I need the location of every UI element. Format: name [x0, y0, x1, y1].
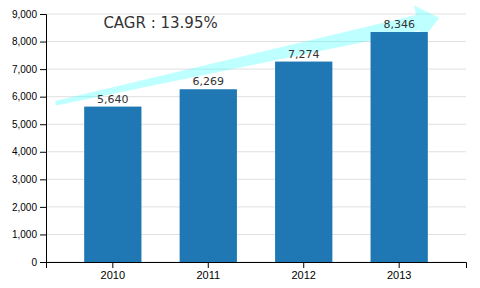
y-tick-label: 5,000 — [12, 119, 37, 130]
y-tick-label: 7,000 — [12, 64, 37, 75]
y-axis: 0 1,000 2,000 3,000 4,000 5,000 6,000 7,000 8,00… — [12, 9, 47, 268]
y-tick: 3,000 — [12, 174, 46, 185]
x-tick-label: 2012 — [291, 269, 315, 281]
y-tick: 0 — [31, 257, 46, 268]
y-tick-label: 1,000 — [12, 229, 37, 240]
data-label: 6,269 — [193, 75, 225, 88]
y-tick: 5,000 — [12, 119, 46, 130]
x-tick-label: 2011 — [196, 269, 220, 281]
x-tick: 2011 — [196, 262, 220, 281]
y-tick: 7,000 — [12, 64, 46, 75]
y-tick-label: 4,000 — [12, 146, 37, 157]
bar — [180, 89, 237, 262]
y-tick-mark — [40, 97, 46, 98]
x-tick-mark — [208, 262, 209, 268]
x-tick-mark — [399, 262, 400, 268]
y-tick: 1,000 — [12, 229, 46, 240]
y-tick-label: 3,000 — [12, 174, 37, 185]
x-tick: 2012 — [291, 262, 315, 281]
y-tick-mark — [40, 124, 46, 125]
x-axis: 2010 2011 2012 2013 — [47, 262, 467, 281]
x-tick-mark — [112, 262, 113, 268]
bars — [84, 32, 428, 262]
y-tick: 4,000 — [12, 146, 46, 157]
data-label: 5,640 — [97, 93, 128, 106]
y-tick-mark — [40, 234, 46, 235]
y-tick-label: 6,000 — [12, 91, 37, 102]
data-label: 8,346 — [383, 18, 415, 31]
y-tick-mark — [40, 262, 46, 263]
y-axis-line — [40, 15, 47, 263]
y-tick-mark — [40, 69, 46, 70]
y-tick-label: 2,000 — [12, 202, 37, 213]
x-tick-label: 2013 — [387, 269, 411, 281]
x-tick: 2010 — [101, 262, 125, 281]
y-tick: 8,000 — [12, 36, 46, 47]
bar — [371, 32, 428, 262]
plot: 2010 2011 2012 2013 0 1,000 2,000 3,000 4,000 5,0… — [12, 5, 467, 281]
y-tick-mark — [40, 14, 46, 15]
data-label: 7,274 — [288, 48, 320, 61]
grid — [46, 14, 466, 262]
y-tick: 2,000 — [12, 202, 46, 213]
x-tick-mark — [303, 262, 304, 268]
x-tick: 2013 — [387, 262, 411, 281]
y-tick-label: 8,000 — [12, 36, 37, 47]
y-tick: 9,000 — [12, 9, 46, 20]
chart: 2010 2011 2012 2013 0 1,000 2,000 3,000 4,000 5,0… — [0, 0, 480, 288]
y-tick: 6,000 — [12, 91, 46, 102]
bar — [84, 107, 141, 262]
bar — [275, 62, 332, 262]
y-tick-mark — [40, 179, 46, 180]
y-tick-mark — [40, 207, 46, 208]
y-tick-mark — [40, 152, 46, 153]
annotation: CAGR : 13.95% — [103, 14, 217, 32]
y-tick-label: 9,000 — [12, 9, 37, 20]
x-axis-line — [47, 263, 467, 269]
x-tick-label: 2010 — [101, 269, 125, 281]
y-tick-label: 0 — [31, 257, 37, 268]
y-tick-mark — [40, 42, 46, 43]
